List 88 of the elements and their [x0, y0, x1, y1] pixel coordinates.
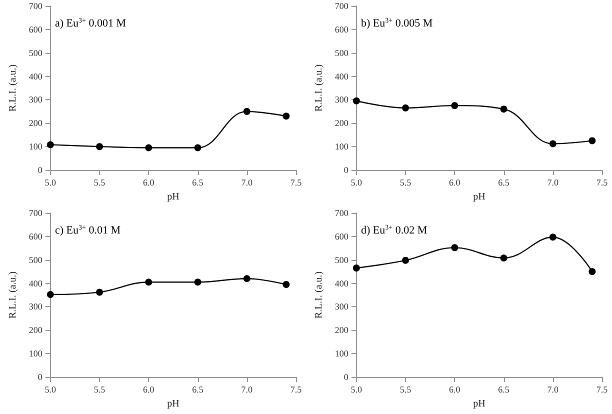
- x-tick-label: 6.5: [498, 178, 510, 188]
- x-tick-label: 7.0: [241, 178, 254, 188]
- x-tick-label: 7.0: [241, 384, 254, 394]
- y-axis-title: R.L.I. (a.u.): [8, 64, 18, 112]
- point: [282, 280, 290, 288]
- point: [194, 144, 202, 152]
- point: [145, 144, 152, 152]
- y-tick-label: 0: [344, 165, 349, 175]
- x-tick-label: 7.5: [596, 384, 608, 394]
- y-tick-label: 0: [38, 372, 43, 382]
- y-tick-label: 500: [334, 48, 349, 58]
- x-tick-label: 6.0: [449, 384, 461, 394]
- point: [549, 140, 556, 148]
- point: [402, 104, 410, 112]
- x-axis-title: pH: [473, 398, 486, 410]
- point: [194, 278, 202, 286]
- x-tick-label: 7.5: [290, 384, 302, 394]
- point: [46, 291, 54, 298]
- y-tick-label: 300: [334, 94, 349, 105]
- y-tick-label: 200: [334, 118, 349, 128]
- y-tick-label: 0: [344, 372, 349, 382]
- x-tick-label: 5.5: [400, 384, 412, 394]
- y-tick-label: 400: [334, 278, 349, 288]
- y-tick-label: 500: [28, 254, 43, 265]
- point: [145, 278, 152, 286]
- y-tick-label: 100: [28, 348, 43, 359]
- point: [549, 234, 556, 241]
- y-tick-label: 400: [28, 278, 43, 288]
- x-tick-label: 5.5: [94, 384, 106, 394]
- y-tick-label: 500: [334, 254, 349, 265]
- x-tick-label: 7.5: [290, 178, 302, 188]
- x-axis-title: pH: [167, 398, 180, 410]
- x-tick-label: 6.5: [498, 384, 510, 394]
- point: [96, 288, 104, 296]
- point: [243, 108, 250, 115]
- x-tick-label: 5.0: [44, 384, 57, 394]
- x-axis-title: pH: [167, 192, 180, 202]
- y-tick-label: 600: [334, 231, 349, 242]
- x-tick-label: 6.5: [192, 384, 204, 394]
- y-tick-label: 100: [334, 348, 349, 359]
- y-tick-label: 300: [28, 302, 43, 312]
- y-axis-title: R.L.I. (a.u.): [314, 64, 324, 112]
- point: [588, 268, 596, 276]
- x-tick-label: 6.0: [143, 384, 155, 394]
- y-axis-title: R.L.I. (a.u.): [8, 271, 18, 319]
- y-tick-label: 600: [28, 24, 43, 34]
- y-tick-label: 600: [334, 24, 349, 34]
- y-tick-label: 700: [28, 208, 43, 218]
- y-tick-label: 500: [28, 48, 43, 58]
- point: [451, 102, 458, 110]
- point: [46, 141, 54, 148]
- y-tick-label: 300: [28, 94, 43, 105]
- point: [451, 244, 458, 252]
- x-axis-title: pH: [473, 192, 486, 202]
- y-tick-label: 200: [28, 118, 43, 128]
- x-tick-label: 5.5: [94, 178, 106, 188]
- point: [402, 256, 410, 264]
- point: [500, 254, 508, 262]
- y-tick-label: 100: [28, 142, 43, 152]
- point: [588, 137, 596, 144]
- x-tick-label: 6.0: [143, 178, 155, 188]
- x-tick-label: 5.5: [400, 178, 412, 188]
- y-tick-label: 700: [334, 1, 349, 11]
- y-axis-title: R.L.I. (a.u.): [314, 271, 324, 319]
- y-tick-label: 700: [334, 208, 349, 218]
- x-tick-label: 7.5: [596, 178, 608, 188]
- y-tick-label: 400: [334, 71, 349, 82]
- x-tick-label: 7.0: [547, 384, 560, 394]
- y-tick-label: 700: [28, 1, 43, 11]
- y-tick-label: 0: [38, 165, 43, 175]
- x-tick-label: 7.0: [547, 178, 560, 188]
- point: [282, 112, 290, 120]
- point: [96, 143, 104, 150]
- y-tick-label: 300: [334, 302, 349, 312]
- point: [243, 275, 250, 282]
- point: [352, 97, 360, 104]
- point: [500, 106, 508, 113]
- y-tick-label: 200: [334, 325, 349, 336]
- x-tick-label: 5.0: [350, 384, 363, 394]
- x-tick-label: 6.5: [192, 178, 204, 188]
- y-tick-label: 100: [334, 142, 349, 152]
- y-tick-label: 400: [28, 71, 43, 82]
- x-tick-label: 5.0: [350, 178, 363, 188]
- y-tick-label: 200: [28, 325, 43, 336]
- x-tick-label: 5.0: [44, 178, 57, 188]
- y-tick-label: 600: [28, 231, 43, 242]
- x-tick-label: 6.0: [449, 178, 461, 188]
- point: [352, 264, 360, 272]
